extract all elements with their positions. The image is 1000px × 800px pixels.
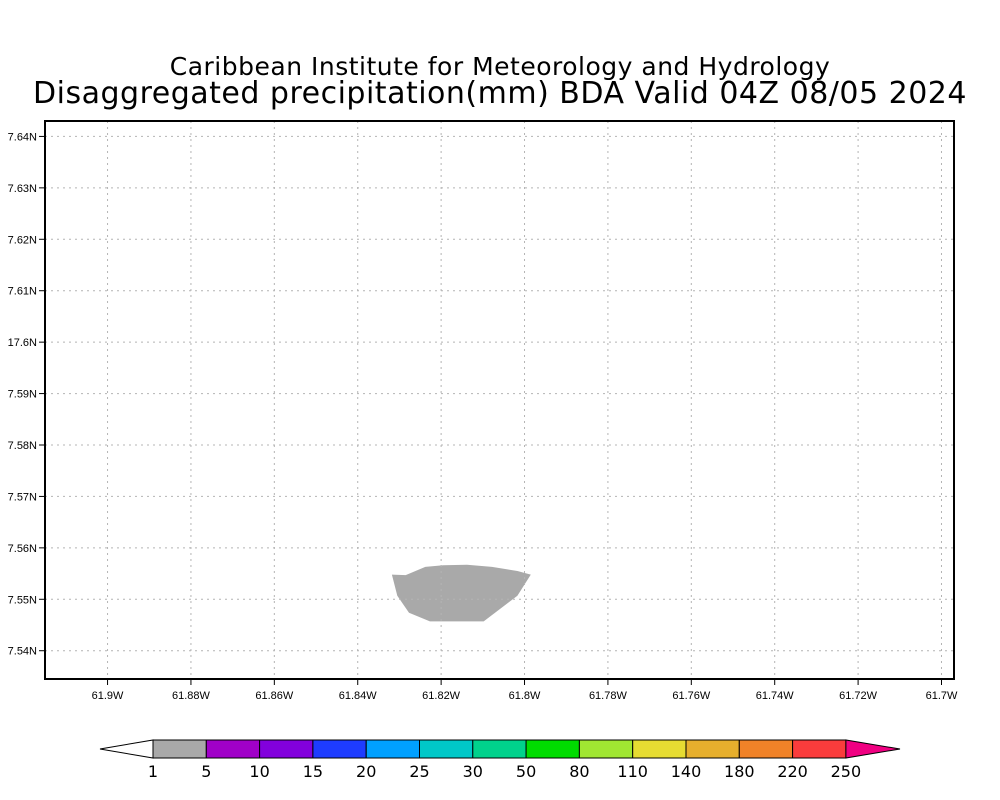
colorbar-label: 20 [356,762,376,781]
colorbar-swatch [525,739,580,759]
lon-tick-label: 61.82W [422,690,461,702]
lon-tick-label: 61.76W [672,690,711,702]
lat-tick-label: 7.64N [8,131,37,143]
lon-tick-label: 61.7W [926,690,958,702]
colorbar-label: 1 [148,762,158,781]
lon-tick-label: 61.88W [172,690,211,702]
lat-tick-label: 7.63N [8,183,37,195]
colorbar-label: 50 [516,762,536,781]
colorbar-label: 5 [201,762,211,781]
lat-tick-label: 7.61N [8,286,37,298]
colorbar-label: 250 [831,762,862,781]
colorbar-legend: 1 5 10 15 20 25 30 50 80 110 140 180 220 250 [99,739,901,781]
title-line-2: Disaggregated precipitation(mm) BDA Vali… [33,76,967,111]
colorbar-label: 25 [409,762,429,781]
colorbar-swatch [152,739,207,759]
colorbar-swatch [578,739,634,759]
colorbar-label: 110 [617,762,648,781]
lon-tick-label: 61.72W [839,690,878,702]
colorbar-label: 15 [303,762,323,781]
colorbar-swatch [365,739,421,759]
precip-area-1-5mm [391,564,531,622]
map-frame [44,120,955,680]
precip-layer [391,564,531,622]
colorbar-high-triangle [845,739,901,759]
lat-tick-label: 7.59N [8,389,37,401]
lat-tick-label: 17.6N [8,337,37,349]
lon-tick-label: 61.74W [756,690,795,702]
lat-tick-label: 7.54N [8,646,37,658]
colorbar-swatch [792,739,847,759]
title-line-1: Caribbean Institute for Meteorology and … [169,52,831,81]
lon-tick-label: 61.78W [589,690,628,702]
grid-lines [45,121,954,679]
colorbar-label: 180 [724,762,755,781]
lon-tick-label: 61.9W [92,690,124,702]
colorbar-swatch [738,739,794,759]
colorbar-low-triangle [99,739,154,759]
colorbar-label: 140 [671,762,702,781]
lon-tick-label: 61.86W [255,690,294,702]
colorbar-swatch [259,739,314,759]
lat-tick-label: 7.55N [8,594,37,606]
colorbar-swatch [312,739,367,759]
colorbar-swatch [205,739,261,759]
lat-tick-label: 7.57N [8,491,37,503]
lat-tick-label: 7.56N [8,543,37,555]
colorbar-swatch [472,739,527,759]
colorbar-label: 10 [249,762,269,781]
colorbar-label: 220 [777,762,808,781]
colorbar-swatch [632,739,687,759]
axis-ticks: 61.9W 61.88W 61.86W 61.84W 61.82W 61.8W 61.78W… [8,131,958,702]
colorbar-label: 30 [463,762,483,781]
colorbar-swatch [685,739,740,759]
lon-tick-label: 61.84W [339,690,378,702]
lat-tick-label: 7.62N [8,234,37,246]
colorbar-swatch [419,739,474,759]
lat-tick-label: 7.58N [8,440,37,452]
lon-tick-label: 61.8W [509,690,541,702]
colorbar-label: 80 [569,762,589,781]
